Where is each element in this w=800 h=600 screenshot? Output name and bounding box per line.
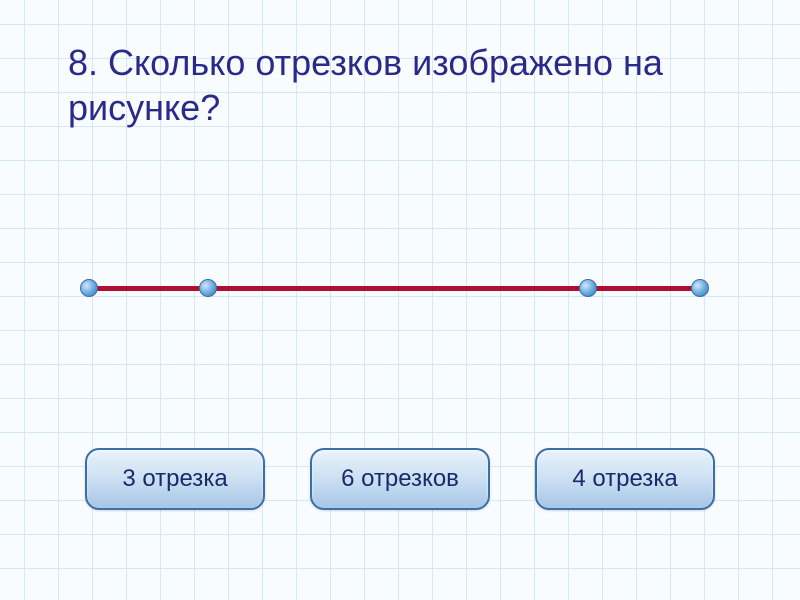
answer-option-3[interactable]: 4 отрезка: [535, 448, 715, 510]
answer-option-2[interactable]: 6 отрезков: [310, 448, 490, 510]
point-2: [199, 279, 217, 297]
point-1: [80, 279, 98, 297]
question-text: 8. Сколько отрезков изображено на рисунк…: [68, 40, 728, 130]
answers-row: 3 отрезка 6 отрезков 4 отрезка: [0, 448, 800, 510]
slide-content: 8. Сколько отрезков изображено на рисунк…: [0, 0, 800, 600]
segment-diagram: [80, 278, 710, 298]
answer-option-3-label: 4 отрезка: [572, 465, 677, 493]
answer-option-1[interactable]: 3 отрезка: [85, 448, 265, 510]
point-3: [579, 279, 597, 297]
answer-option-2-label: 6 отрезков: [341, 465, 459, 493]
point-4: [691, 279, 709, 297]
segment-line: [89, 286, 700, 291]
answer-option-1-label: 3 отрезка: [122, 465, 227, 493]
